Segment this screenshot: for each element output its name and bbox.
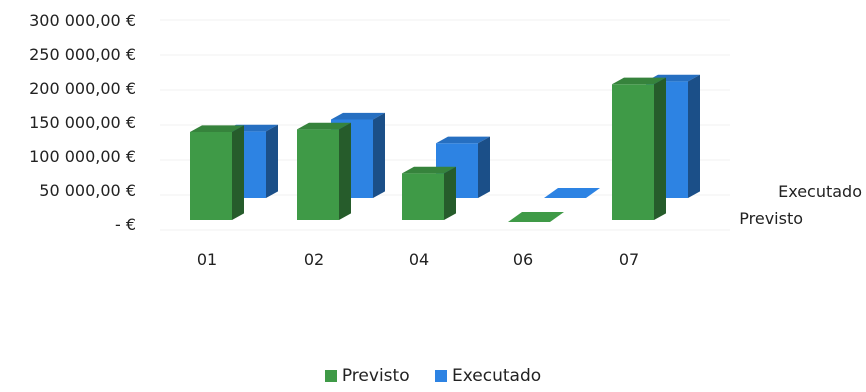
bar-previsto-04-front bbox=[402, 173, 444, 220]
bars bbox=[190, 74, 700, 222]
bar-previsto-07-top bbox=[612, 77, 666, 85]
x-tick-label: 02 bbox=[304, 250, 324, 269]
bar-previsto-06 bbox=[508, 212, 564, 222]
legend-label-previsto: Previsto bbox=[341, 366, 410, 386]
bar-executado-06 bbox=[544, 188, 600, 198]
bar-executado-01-side bbox=[266, 124, 278, 198]
bar-previsto-07-front bbox=[612, 84, 654, 220]
bar-executado-07-side bbox=[688, 74, 700, 198]
y-tick-label: 250 000,00 € bbox=[29, 45, 136, 64]
legend-item-executado: Executado bbox=[435, 366, 541, 386]
x-tick-label: 01 bbox=[197, 250, 217, 269]
y-tick-label: 50 000,00 € bbox=[39, 181, 136, 200]
bar-previsto-01 bbox=[190, 125, 244, 220]
bar-previsto-07 bbox=[612, 77, 666, 221]
legend: Previsto Executado bbox=[0, 366, 866, 387]
bar-previsto-02-top bbox=[297, 122, 351, 130]
bar-executado-04-top bbox=[436, 136, 490, 144]
bar-previsto-01-side bbox=[232, 125, 244, 220]
depth-label-executado: Executado bbox=[778, 182, 862, 201]
y-tick-label: 100 000,00 € bbox=[29, 147, 136, 166]
bar-previsto-04 bbox=[402, 166, 456, 220]
x-tick-label: 07 bbox=[619, 250, 639, 269]
bar-previsto-02-side bbox=[339, 122, 351, 220]
bar-previsto-02 bbox=[297, 122, 351, 220]
y-tick-label: 300 000,00 € bbox=[29, 11, 136, 30]
legend-swatch-previsto bbox=[324, 370, 337, 382]
y-tick-label: - € bbox=[115, 215, 136, 234]
bar-executado-04-side bbox=[478, 136, 490, 198]
y-axis-ticks: 300 000,00 € 250 000,00 € 200 000,00 € 150 … bbox=[29, 11, 136, 234]
legend-label-executado: Executado bbox=[452, 366, 542, 386]
bar-previsto-04-side bbox=[444, 166, 456, 220]
bar-previsto-01-front bbox=[190, 131, 232, 220]
legend-item-previsto: Previsto bbox=[324, 366, 410, 386]
x-axis-ticks: 01 02 04 06 07 bbox=[197, 250, 639, 269]
x-tick-label: 04 bbox=[409, 250, 429, 269]
bar-previsto-01-top bbox=[190, 125, 244, 132]
x-tick-label: 06 bbox=[513, 250, 533, 269]
bar-executado-02-top bbox=[331, 112, 385, 120]
y-tick-label: 150 000,00 € bbox=[29, 113, 136, 132]
bar-previsto-02-front bbox=[297, 129, 339, 220]
y-tick-label: 200 000,00 € bbox=[29, 79, 136, 98]
bar-previsto-04-top bbox=[402, 166, 456, 174]
bar-previsto-07-side bbox=[654, 77, 666, 221]
legend-swatch-executado bbox=[435, 370, 447, 382]
depth-label-previsto: Previsto bbox=[739, 209, 803, 228]
bar-executado-02-side bbox=[373, 112, 385, 198]
